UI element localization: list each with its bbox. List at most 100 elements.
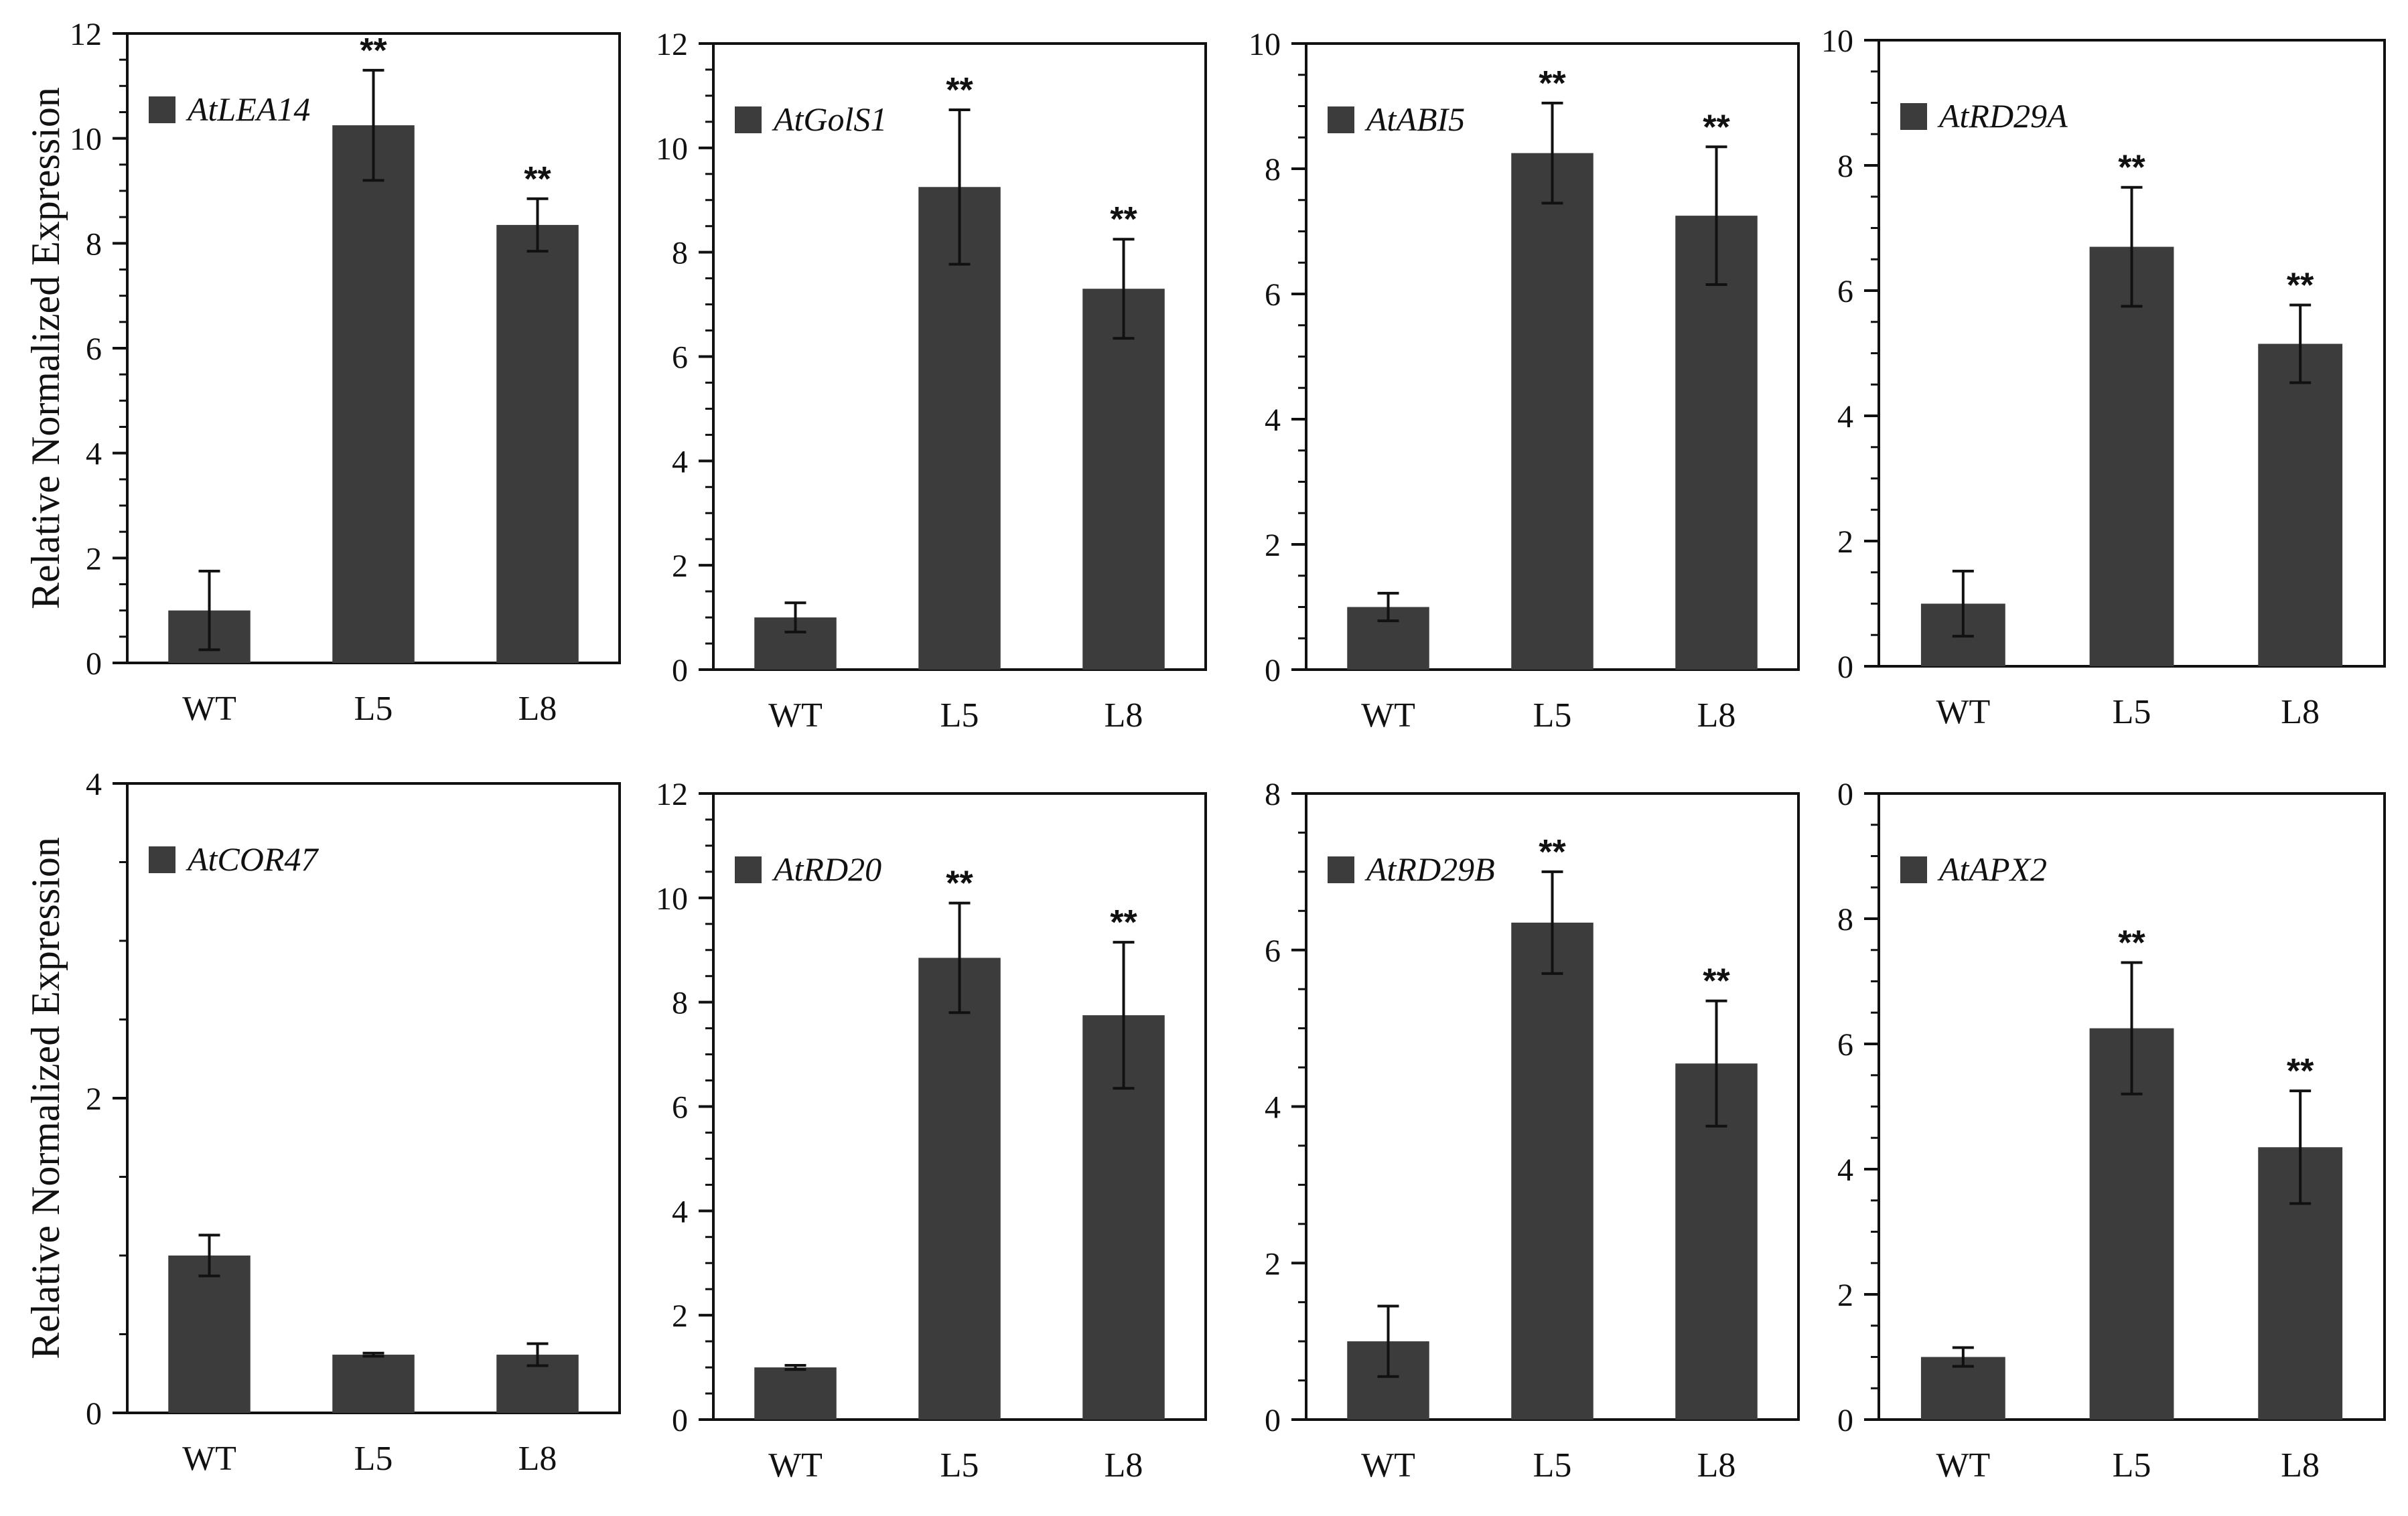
legend-label: AtAPX2 [1937,850,2047,888]
y-tick-label: 0 [1837,650,1853,685]
significance-mark: ** [1703,108,1730,147]
legend-label: AtRD29A [1937,97,2068,135]
panel-AtCOR47: 0 2 4 WT L5 L8 AtCOR47 Relative Normalized Expr… [23,767,621,1478]
legend-swatch [149,96,175,123]
x-tick-label: L8 [1697,696,1736,735]
y-tick-label: 8 [1837,149,1853,184]
y-tick-label: 8 [672,986,688,1021]
legend-swatch [735,106,762,133]
significance-mark: ** [2118,149,2145,187]
legend-label: AtLEA14 [186,90,310,128]
x-tick-label: WT [182,1440,236,1478]
x-tick-label: L5 [354,1440,393,1478]
x-tick-label: WT [182,690,236,728]
panel-AtABI5: 0 2 4 6 8 10 WT ** L5 ** L8 AtABI5 [1249,27,1800,735]
y-tick-label: 0 [86,646,102,682]
significance-mark: ** [1703,962,1730,1001]
bar-L5 [332,1355,415,1413]
bar-L8 [2258,344,2343,666]
y-tick-label: 0 [86,1396,102,1432]
bar-L5 [1511,922,1593,1420]
y-tick-label: 8 [1837,902,1853,937]
legend-swatch [1328,106,1354,133]
significance-mark: ** [2118,923,2145,962]
y-tick-label: 8 [86,226,102,262]
y-tick-label: 2 [672,548,688,584]
panel-AtAPX2: 0 2 4 6 8 0 WT ** L5 ** L8 AtAPX2 [1837,777,2386,1485]
significance-mark: ** [1110,200,1137,239]
x-tick-label: L8 [2281,693,2320,731]
legend-label: AtABI5 [1364,100,1465,138]
significance-mark: ** [2287,267,2314,305]
bar-L8 [1082,289,1165,670]
legend-swatch [735,856,762,883]
legend-label: AtRD29B [1364,850,1495,888]
x-tick-label: L5 [940,696,979,735]
significance-mark: ** [1110,903,1137,942]
y-tick-label: 6 [672,1090,688,1126]
significance-mark: ** [1539,64,1566,103]
panel-AtRD29B: 0 2 4 6 8 WT ** L5 ** L8 AtRD29B [1265,777,1800,1485]
x-tick-label: L8 [1105,1446,1143,1485]
panel-AtLEA14: 0 2 4 6 8 10 12 WT ** L5 ** L8 AtLEA14 Relative Norma… [23,17,621,728]
x-tick-label: L8 [518,1440,557,1478]
y-tick-label: 4 [672,444,688,479]
legend-label: AtGolS1 [772,100,887,138]
y-tick-label: 4 [1265,1090,1281,1126]
y-tick-label: 6 [672,340,688,376]
y-tick-label: 2 [1265,528,1281,563]
x-tick-label: WT [1361,1446,1415,1485]
y-tick-label: 4 [672,1194,688,1229]
y-tick-label: 10 [1249,27,1281,62]
y-tick-label: 12 [656,777,688,812]
bar-L5 [918,958,1001,1420]
significance-mark: ** [1539,833,1566,872]
bar-L5 [918,187,1001,670]
y-tick-label: 4 [1837,399,1853,435]
legend-swatch [1900,103,1927,130]
x-tick-label: WT [768,696,823,735]
legend-swatch [149,846,175,873]
y-tick-label: 10 [656,131,688,167]
y-tick-label: 6 [1837,1027,1853,1063]
y-tick-label: 6 [1265,277,1281,313]
y-tick-label: 6 [1265,933,1281,969]
bar-WT [168,1256,251,1413]
significance-mark: ** [2287,1052,2314,1091]
bar-L8 [496,224,579,664]
y-tick-label: 2 [86,541,102,577]
y-tick-label: 4 [86,767,102,802]
y-axis-label: Relative Normalized Expression [23,87,68,609]
panel-AtGolS1: 0 2 4 6 8 10 12 WT ** L5 ** L8 AtGolS1 [656,27,1207,735]
x-tick-label: L8 [2281,1446,2320,1485]
y-tick-label: 12 [656,27,688,62]
y-tick-label: 2 [1265,1246,1281,1282]
legend-swatch [1900,856,1927,883]
x-tick-label: L8 [518,690,557,728]
y-tick-label: 10 [70,122,102,157]
y-tick-label: 4 [1265,402,1281,438]
y-tick-label: 8 [1265,777,1281,812]
y-tick-label: 0 [672,1403,688,1438]
bar-WT [754,1367,837,1420]
x-tick-label: L5 [2113,1446,2151,1485]
y-tick-label: 8 [672,236,688,271]
bar-L5 [2089,246,2174,666]
y-tick-label: 10 [1821,23,1853,59]
y-axis-label: Relative Normalized Expression [23,837,68,1359]
legend-label: AtCOR47 [186,840,319,878]
y-tick-label: 8 [1265,152,1281,187]
x-tick-label: L5 [1533,1446,1572,1485]
x-tick-label: WT [1936,1446,1990,1485]
x-tick-label: WT [768,1446,823,1485]
bar-L5 [1511,153,1593,670]
x-tick-label: L5 [354,690,393,728]
y-tick-label: 4 [1837,1152,1853,1188]
panel-AtRD20: 0 2 4 6 8 10 12 WT ** L5 ** L8 AtRD20 [656,777,1207,1485]
y-tick-label: 10 [656,881,688,917]
x-tick-label: WT [1936,693,1990,731]
x-tick-label: L5 [940,1446,979,1485]
y-tick-label: 2 [1837,1278,1853,1313]
legend-label: AtRD20 [772,850,881,888]
